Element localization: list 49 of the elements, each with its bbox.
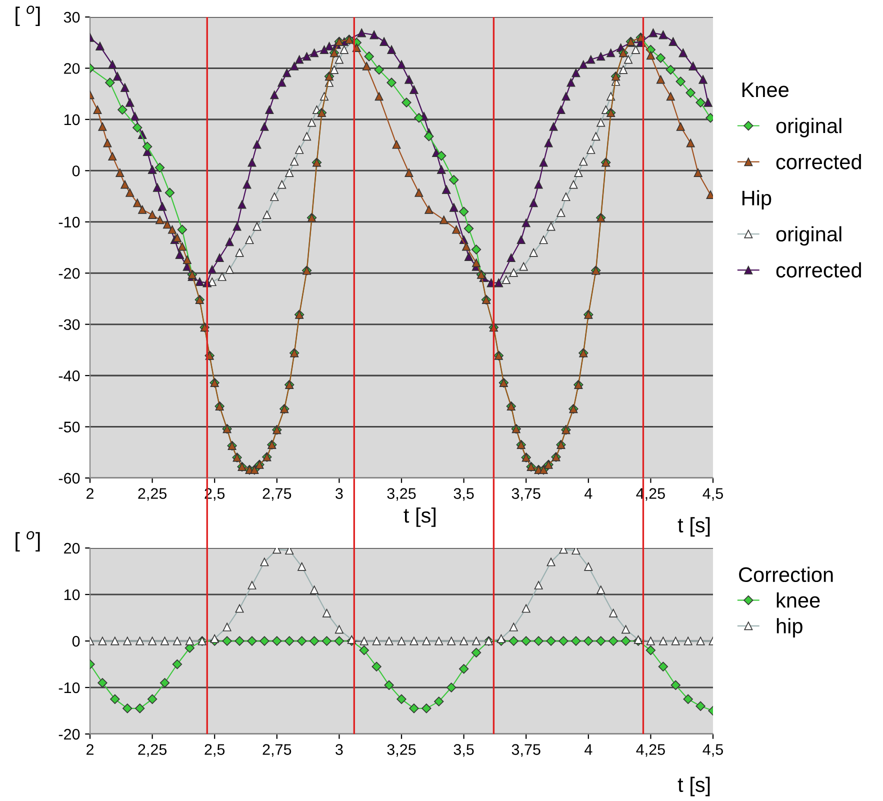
y-tick-label: 20	[64, 63, 80, 74]
legend-label: hip	[776, 618, 802, 638]
x-tick-label: 4	[584, 744, 592, 755]
legend-label: original	[776, 118, 842, 138]
x-axis-title: t [s]	[678, 776, 710, 796]
x-tick-label: 2,75	[262, 488, 292, 501]
x-tick-label: 2,25	[138, 744, 167, 757]
x-tick-label: 2,5	[204, 744, 225, 757]
legend-label: corrected	[776, 154, 861, 170]
y-tick-label: -20	[58, 728, 80, 740]
text: Hip	[742, 190, 772, 210]
legend-label: knee	[776, 592, 820, 608]
x-tick-label: 3,75	[512, 744, 540, 757]
text: t [s]	[404, 507, 436, 527]
text: Knee	[742, 82, 788, 98]
y-tick-label: 30	[64, 12, 80, 23]
y-tick-label: -30	[58, 319, 80, 330]
x-tick-label: 3,5	[454, 744, 474, 757]
y-axis-title: [ $^{o}$]	[16, 531, 40, 552]
x-tick-label: 2	[86, 488, 94, 499]
y-tick-label: 10	[64, 114, 80, 126]
x-tick-label: 3	[336, 744, 343, 755]
x-tick-label: 4	[584, 488, 592, 499]
x-tick-label: 3,5	[454, 488, 474, 501]
x-tick-label: 3,25	[387, 744, 416, 757]
y-tick-label: -10	[58, 216, 80, 228]
x-tick-label: 2,75	[262, 744, 292, 757]
y-tick-label: -10	[58, 682, 80, 694]
y-tick-label: -40	[58, 370, 80, 382]
legend-title: Correction	[739, 566, 833, 582]
x-tick-label: 3	[336, 488, 343, 499]
legend-label: corrected	[776, 262, 861, 278]
y-tick-label: -50	[58, 422, 80, 432]
x-tick-label: 4,5	[702, 744, 723, 757]
y-axis-title: [ $^{o}$]	[16, 6, 40, 26]
legend-label: original	[776, 226, 842, 246]
x-tick-label: 4,25	[636, 744, 665, 757]
y-tick-label: 0	[72, 166, 80, 176]
x-tick-label: 3,25	[387, 488, 416, 501]
y-tick-label: 10	[64, 589, 80, 600]
x-tick-label: 2	[86, 744, 94, 755]
x-tick-label: 2,25	[138, 488, 167, 501]
x-tick-label: 3,75	[512, 488, 540, 501]
x-tick-label: 4,5	[702, 488, 723, 501]
y-tick-label: -20	[58, 268, 80, 279]
y-tick-label: -60	[58, 472, 80, 484]
x-axis-title: t [s]	[678, 517, 710, 537]
y-tick-label: 0	[72, 636, 80, 647]
y-tick-label: 20	[64, 542, 80, 554]
